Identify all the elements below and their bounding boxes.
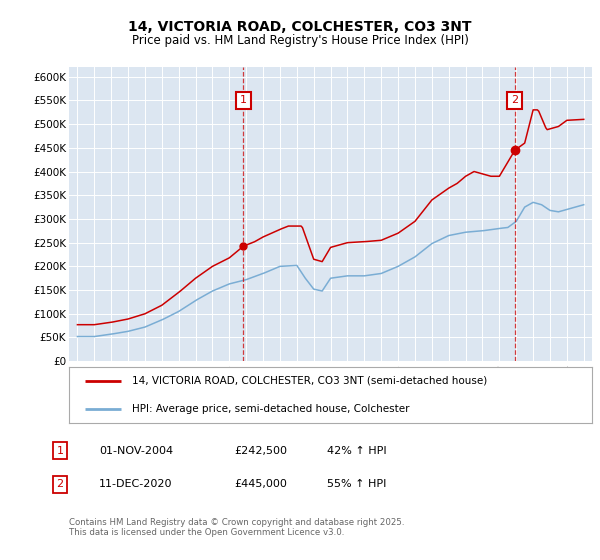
Text: 42% ↑ HPI: 42% ↑ HPI — [327, 446, 386, 456]
Text: HPI: Average price, semi-detached house, Colchester: HPI: Average price, semi-detached house,… — [132, 404, 409, 414]
Text: 14, VICTORIA ROAD, COLCHESTER, CO3 3NT (semi-detached house): 14, VICTORIA ROAD, COLCHESTER, CO3 3NT (… — [132, 376, 487, 386]
Text: 1: 1 — [56, 446, 64, 456]
Text: 1: 1 — [240, 95, 247, 105]
Text: 2: 2 — [56, 479, 64, 489]
Text: £445,000: £445,000 — [234, 479, 287, 489]
Text: £242,500: £242,500 — [234, 446, 287, 456]
Text: Contains HM Land Registry data © Crown copyright and database right 2025.
This d: Contains HM Land Registry data © Crown c… — [69, 518, 404, 538]
Text: 11-DEC-2020: 11-DEC-2020 — [99, 479, 173, 489]
Text: 2: 2 — [511, 95, 518, 105]
Text: 55% ↑ HPI: 55% ↑ HPI — [327, 479, 386, 489]
Text: 01-NOV-2004: 01-NOV-2004 — [99, 446, 173, 456]
Text: 14, VICTORIA ROAD, COLCHESTER, CO3 3NT: 14, VICTORIA ROAD, COLCHESTER, CO3 3NT — [128, 20, 472, 34]
Text: Price paid vs. HM Land Registry's House Price Index (HPI): Price paid vs. HM Land Registry's House … — [131, 34, 469, 46]
